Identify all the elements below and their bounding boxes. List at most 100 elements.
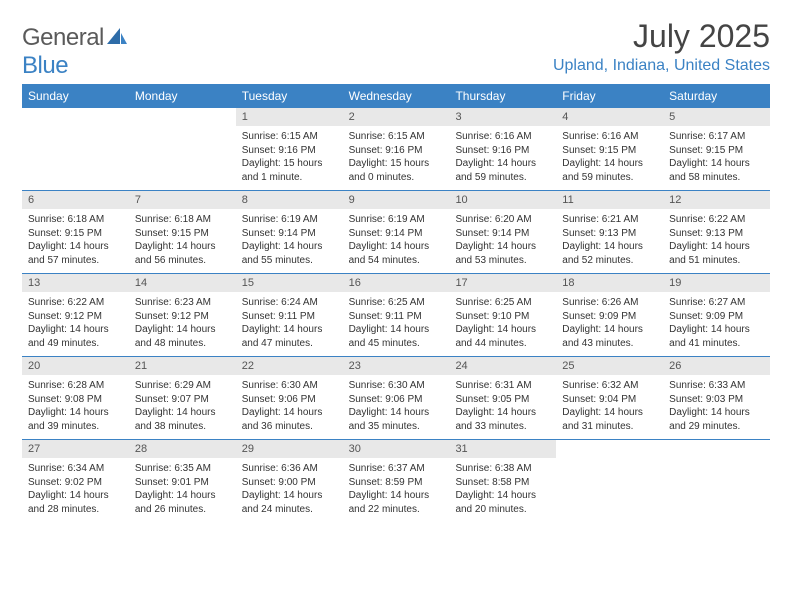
day-number: 18 (556, 274, 663, 292)
day-body: Sunrise: 6:19 AMSunset: 9:14 PMDaylight:… (343, 209, 450, 273)
day-number: 22 (236, 357, 343, 375)
day-body: Sunrise: 6:36 AMSunset: 9:00 PMDaylight:… (236, 458, 343, 522)
day-cell: 12Sunrise: 6:22 AMSunset: 9:13 PMDayligh… (663, 191, 770, 273)
sunrise-text: Sunrise: 6:32 AM (562, 379, 657, 393)
page-title: July 2025 (553, 18, 770, 55)
daylight-text: Daylight: 14 hours (455, 240, 550, 254)
daylight-text: and 56 minutes. (135, 254, 230, 268)
sunrise-text: Sunrise: 6:18 AM (28, 213, 123, 227)
day-body: Sunrise: 6:19 AMSunset: 9:14 PMDaylight:… (236, 209, 343, 273)
day-body: Sunrise: 6:38 AMSunset: 8:58 PMDaylight:… (449, 458, 556, 522)
day-body: Sunrise: 6:16 AMSunset: 9:15 PMDaylight:… (556, 126, 663, 190)
sunrise-text: Sunrise: 6:25 AM (349, 296, 444, 310)
daylight-text: Daylight: 14 hours (242, 406, 337, 420)
daylight-text: Daylight: 14 hours (135, 489, 230, 503)
sunset-text: Sunset: 9:12 PM (135, 310, 230, 324)
sunset-text: Sunset: 9:15 PM (28, 227, 123, 241)
daylight-text: Daylight: 14 hours (455, 157, 550, 171)
day-cell: 13Sunrise: 6:22 AMSunset: 9:12 PMDayligh… (22, 274, 129, 356)
sunrise-text: Sunrise: 6:16 AM (562, 130, 657, 144)
sunset-text: Sunset: 9:16 PM (455, 144, 550, 158)
daylight-text: and 31 minutes. (562, 420, 657, 434)
daylight-text: and 55 minutes. (242, 254, 337, 268)
day-number: 3 (449, 108, 556, 126)
day-cell: 3Sunrise: 6:16 AMSunset: 9:16 PMDaylight… (449, 108, 556, 190)
day-body: Sunrise: 6:22 AMSunset: 9:13 PMDaylight:… (663, 209, 770, 273)
day-cell: 16Sunrise: 6:25 AMSunset: 9:11 PMDayligh… (343, 274, 450, 356)
dayhead-sat: Saturday (663, 84, 770, 108)
daylight-text: and 59 minutes. (455, 171, 550, 185)
daylight-text: Daylight: 14 hours (562, 240, 657, 254)
sunrise-text: Sunrise: 6:23 AM (135, 296, 230, 310)
day-cell (22, 108, 129, 190)
week-row: 20Sunrise: 6:28 AMSunset: 9:08 PMDayligh… (22, 356, 770, 439)
day-body: Sunrise: 6:24 AMSunset: 9:11 PMDaylight:… (236, 292, 343, 356)
daylight-text: Daylight: 14 hours (28, 489, 123, 503)
day-cell: 5Sunrise: 6:17 AMSunset: 9:15 PMDaylight… (663, 108, 770, 190)
sunrise-text: Sunrise: 6:22 AM (669, 213, 764, 227)
dayhead-thu: Thursday (449, 84, 556, 108)
sunrise-text: Sunrise: 6:22 AM (28, 296, 123, 310)
sunrise-text: Sunrise: 6:24 AM (242, 296, 337, 310)
day-body: Sunrise: 6:30 AMSunset: 9:06 PMDaylight:… (236, 375, 343, 439)
sunset-text: Sunset: 9:10 PM (455, 310, 550, 324)
sunset-text: Sunset: 9:12 PM (28, 310, 123, 324)
sunset-text: Sunset: 9:13 PM (669, 227, 764, 241)
day-number: 25 (556, 357, 663, 375)
sunset-text: Sunset: 9:14 PM (349, 227, 444, 241)
dayhead-wed: Wednesday (343, 84, 450, 108)
day-body: Sunrise: 6:21 AMSunset: 9:13 PMDaylight:… (556, 209, 663, 273)
daylight-text: Daylight: 14 hours (28, 240, 123, 254)
day-number: 11 (556, 191, 663, 209)
day-number: 13 (22, 274, 129, 292)
day-number: 4 (556, 108, 663, 126)
week-row: 1Sunrise: 6:15 AMSunset: 9:16 PMDaylight… (22, 108, 770, 190)
sunrise-text: Sunrise: 6:30 AM (349, 379, 444, 393)
logo-part2: Blue (22, 52, 68, 79)
daylight-text: Daylight: 14 hours (349, 323, 444, 337)
daylight-text: Daylight: 14 hours (242, 240, 337, 254)
sunset-text: Sunset: 9:06 PM (349, 393, 444, 407)
sunset-text: Sunset: 8:59 PM (349, 476, 444, 490)
sunrise-text: Sunrise: 6:28 AM (28, 379, 123, 393)
sunset-text: Sunset: 9:06 PM (242, 393, 337, 407)
day-cell (129, 108, 236, 190)
daylight-text: and 1 minute. (242, 171, 337, 185)
sunrise-text: Sunrise: 6:37 AM (349, 462, 444, 476)
calendar-body: 1Sunrise: 6:15 AMSunset: 9:16 PMDaylight… (22, 108, 770, 522)
day-cell: 1Sunrise: 6:15 AMSunset: 9:16 PMDaylight… (236, 108, 343, 190)
sunrise-text: Sunrise: 6:15 AM (242, 130, 337, 144)
daylight-text: Daylight: 15 hours (242, 157, 337, 171)
daylight-text: Daylight: 14 hours (669, 406, 764, 420)
sunrise-text: Sunrise: 6:19 AM (349, 213, 444, 227)
daylight-text: and 22 minutes. (349, 503, 444, 517)
sunset-text: Sunset: 9:13 PM (562, 227, 657, 241)
day-cell: 8Sunrise: 6:19 AMSunset: 9:14 PMDaylight… (236, 191, 343, 273)
day-number: 6 (22, 191, 129, 209)
day-cell: 2Sunrise: 6:15 AMSunset: 9:16 PMDaylight… (343, 108, 450, 190)
sunset-text: Sunset: 9:01 PM (135, 476, 230, 490)
daylight-text: and 39 minutes. (28, 420, 123, 434)
daylight-text: and 43 minutes. (562, 337, 657, 351)
sunrise-text: Sunrise: 6:36 AM (242, 462, 337, 476)
daylight-text: and 58 minutes. (669, 171, 764, 185)
day-number: 26 (663, 357, 770, 375)
day-cell: 29Sunrise: 6:36 AMSunset: 9:00 PMDayligh… (236, 440, 343, 522)
day-cell: 17Sunrise: 6:25 AMSunset: 9:10 PMDayligh… (449, 274, 556, 356)
daylight-text: and 28 minutes. (28, 503, 123, 517)
day-cell: 28Sunrise: 6:35 AMSunset: 9:01 PMDayligh… (129, 440, 236, 522)
day-cell: 23Sunrise: 6:30 AMSunset: 9:06 PMDayligh… (343, 357, 450, 439)
daylight-text: Daylight: 14 hours (242, 489, 337, 503)
day-cell: 27Sunrise: 6:34 AMSunset: 9:02 PMDayligh… (22, 440, 129, 522)
daylight-text: Daylight: 14 hours (28, 406, 123, 420)
sunset-text: Sunset: 9:09 PM (669, 310, 764, 324)
daylight-text: Daylight: 14 hours (242, 323, 337, 337)
sunset-text: Sunset: 9:16 PM (242, 144, 337, 158)
day-body: Sunrise: 6:16 AMSunset: 9:16 PMDaylight:… (449, 126, 556, 190)
daylight-text: Daylight: 14 hours (669, 157, 764, 171)
day-cell: 15Sunrise: 6:24 AMSunset: 9:11 PMDayligh… (236, 274, 343, 356)
logo: GeneralBlue (22, 24, 128, 80)
day-cell: 11Sunrise: 6:21 AMSunset: 9:13 PMDayligh… (556, 191, 663, 273)
daylight-text: and 54 minutes. (349, 254, 444, 268)
daylight-text: Daylight: 14 hours (349, 406, 444, 420)
